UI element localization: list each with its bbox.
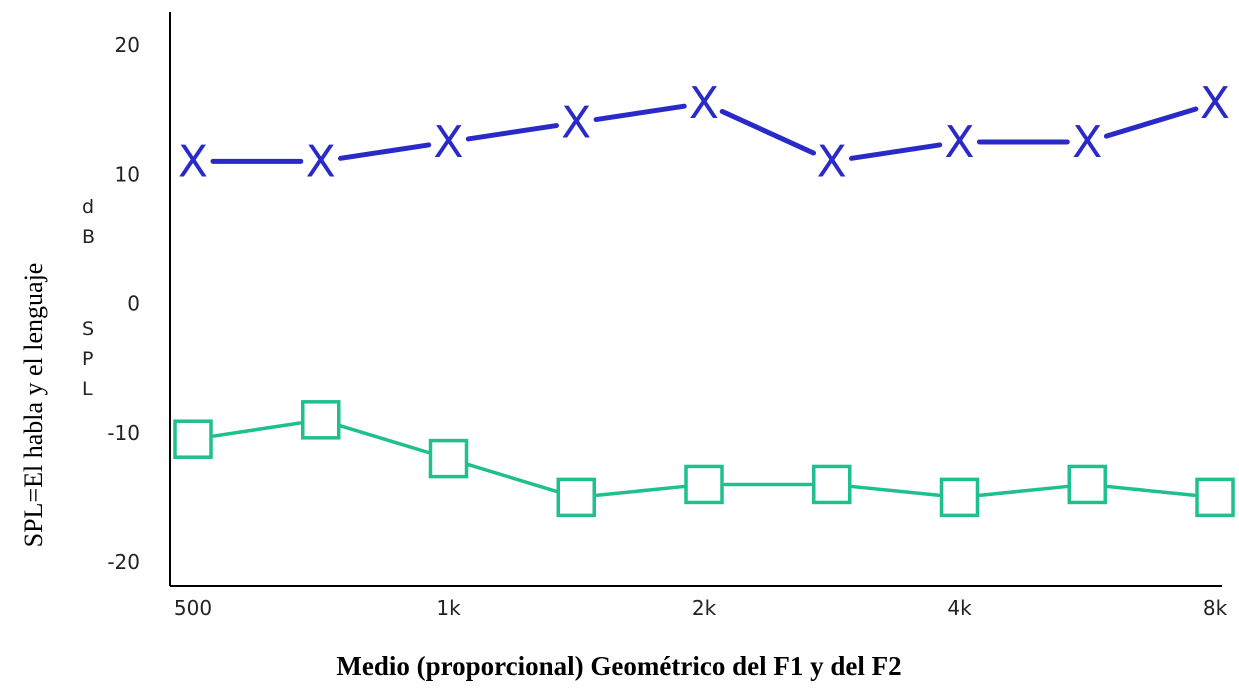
series-line-segment [850,484,941,498]
series-square [173,400,1235,518]
y-tick-label: 20 [115,33,140,57]
y-tick-label: -20 [107,550,140,574]
y-tick-label: 0 [127,292,140,316]
series-line-segment [466,462,558,494]
series-line-segment [593,103,687,123]
y-tick-label: 10 [115,162,140,186]
series-line-segment [465,123,559,142]
data-point-square-marker [812,464,852,505]
data-point-square-marker [301,400,341,440]
data-point-square-marker [1195,477,1235,518]
x-tick-label: 500 [174,596,212,620]
series-line-segment [212,421,302,438]
series-x: X X X X X X X X X [178,78,1230,187]
x-tick-label: 2k [692,596,717,620]
data-point-x-marker: X [306,136,336,187]
y-unit-letter: S [82,318,94,340]
y-unit-letter: B [82,226,95,248]
y-unit-letter: d [82,196,94,218]
data-point-x-marker: X [689,78,719,129]
series-line-segment [595,484,685,498]
axes [169,12,1222,587]
data-point-x-marker: X [1072,117,1102,168]
data-point-x-marker: X [817,136,847,187]
y-tick-labels: 20 10 0 -10 -20 [107,33,140,574]
series-line-segment [1106,484,1196,498]
series-line-segment [849,142,943,161]
x-tick-label: 8k [1203,596,1228,620]
data-point-square-marker [1067,464,1107,505]
series-line-segment [978,484,1069,498]
data-point-square-marker [684,464,724,505]
x-tick-label: 1k [436,596,461,620]
series-line-segment [339,424,431,455]
data-point-square-marker [428,438,469,479]
y-axis-unit-label: dB SPL [82,196,95,400]
side-label: SPL=El habla y el lenguaje [19,263,48,548]
data-point-x-marker: X [561,98,591,149]
data-point-square-marker [173,419,213,459]
y-tick-label: -10 [107,421,140,445]
series-layer: X X X X X X X X X [173,78,1235,518]
series-line-segment [719,108,817,156]
data-point-x-marker: X [944,117,974,168]
data-point-square-marker [556,477,596,518]
x-tick-label: 4k [947,596,972,620]
x-axis-title: Medio (proporcional) Geométrico del F1 y… [336,651,901,681]
series-line-segment [1103,106,1199,139]
y-unit-letter: L [82,378,93,400]
series-line-segment [338,142,432,161]
data-point-x-marker: X [1200,78,1230,129]
data-point-x-marker: X [178,136,208,187]
data-point-square-marker [939,477,980,518]
y-unit-letter: P [82,348,93,370]
x-tick-labels: 500 1k 2k 4k 8k [174,596,1228,620]
data-point-x-marker: X [433,117,463,168]
